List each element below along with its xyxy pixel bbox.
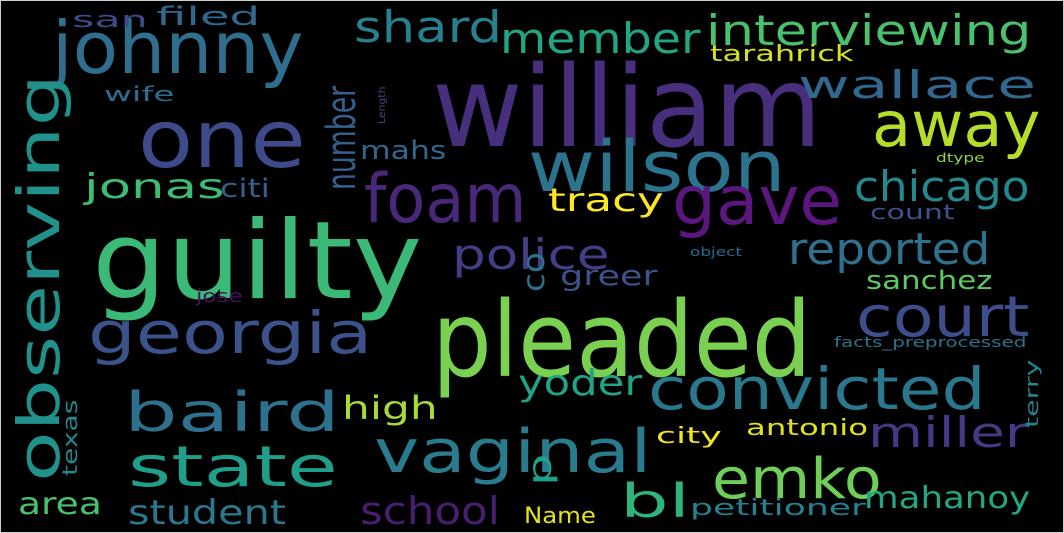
word-p: p [521,453,559,487]
word-count: count [870,200,955,224]
word-citi: citi [220,174,270,204]
word-number: number [319,85,365,190]
word-antonio: antonio [746,416,869,441]
word-object: object [690,245,742,259]
word-area: area [18,487,102,522]
word-length: Length [377,86,388,124]
word-wallace: wallace [798,63,1037,107]
word-chicago: chicago [854,162,1030,211]
word-away: away [872,88,1041,161]
word-jonas: jonas [84,167,225,207]
word-filed: filed [156,2,261,32]
word-mahs: mahs [360,136,447,166]
word-one: one [138,93,306,186]
word-tarahrick: tarahrick [710,42,854,67]
word-william: william [432,43,822,173]
word-dtype: dtype [936,151,985,165]
word-foam: foam [364,160,527,239]
word-georgia: georgia [88,299,373,367]
word-texas: texas [58,399,82,476]
word-pleaded: pleaded [432,279,812,401]
word-name: Name [524,504,596,529]
word-gave: gave [672,162,842,241]
word-shard: shard [354,2,503,53]
word-san: san [72,8,148,33]
word-city: city [656,424,722,449]
word-wilson: wilson [528,126,786,208]
word-bl: bl [620,474,690,528]
word-reported: reported [788,224,991,275]
word-miller: miller [868,408,1029,457]
word-jose: jose [196,286,243,307]
word-mahanoy: mahanoy [864,481,1031,516]
word-yoder: yoder [518,363,643,404]
word-interviewing: interviewing [706,6,1032,55]
word-co: co [517,252,552,292]
word-sanchez: sanchez [866,266,993,296]
word-police: police [452,230,610,279]
word-court: court [856,285,1030,350]
word-member: member [500,14,701,63]
word-school: school [360,489,500,533]
word-emko: emko [712,447,882,512]
word-high: high [342,389,438,427]
word-wife: wife [104,82,175,106]
word-baird: baird [124,381,340,444]
word-tracy: tracy [548,181,664,219]
word-johnny: johnny [52,6,304,90]
word-facts-preprocessed: facts_preprocessed [834,335,1027,351]
word-guilty: guilty [92,199,423,324]
word-state: state [128,435,338,500]
word-greer: greer [560,259,658,292]
word-vaginal: vaginal [374,417,652,487]
word-terry: terry [1022,359,1043,428]
word-petitioner: petitioner [690,496,866,521]
word-student: student [128,493,286,533]
word-convicted: convicted [648,355,986,423]
